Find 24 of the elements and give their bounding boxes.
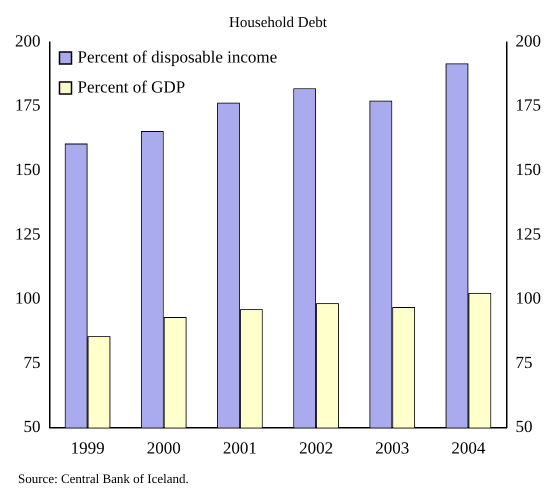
y2-tick-label: 175 [516,96,541,115]
y2-tick-label: 125 [516,224,541,244]
y-tick-label: 50 [24,417,40,436]
y2-tick-label: 100 [516,288,541,308]
y-tick-label: 100 [15,288,40,308]
x-tick-label: 2003 [375,438,410,458]
legend-label: Percent of disposable income [78,47,278,66]
x-tick-label: 2000 [146,438,181,458]
y-tick-label: 125 [15,224,40,244]
y2-tick-label: 150 [516,160,541,179]
chart-title: Household Debt [229,14,328,31]
x-tick-label: 2002 [299,438,334,458]
y-tick-label: 150 [15,160,40,179]
x-tick-label: 2001 [222,438,257,458]
source-note: Source: Central Bank of Iceland. [18,470,189,486]
legend-label: Percent of GDP [78,77,186,96]
x-tick-label: 2004 [451,438,486,458]
y-tick-label: 175 [15,96,40,115]
y-tick-label: 200 [15,31,40,50]
y2-tick-label: 200 [516,31,541,50]
y-tick-label: 75 [24,352,40,372]
x-tick-label: 1999 [70,438,105,458]
y2-tick-label: 50 [516,417,532,436]
y2-tick-label: 75 [516,352,532,372]
